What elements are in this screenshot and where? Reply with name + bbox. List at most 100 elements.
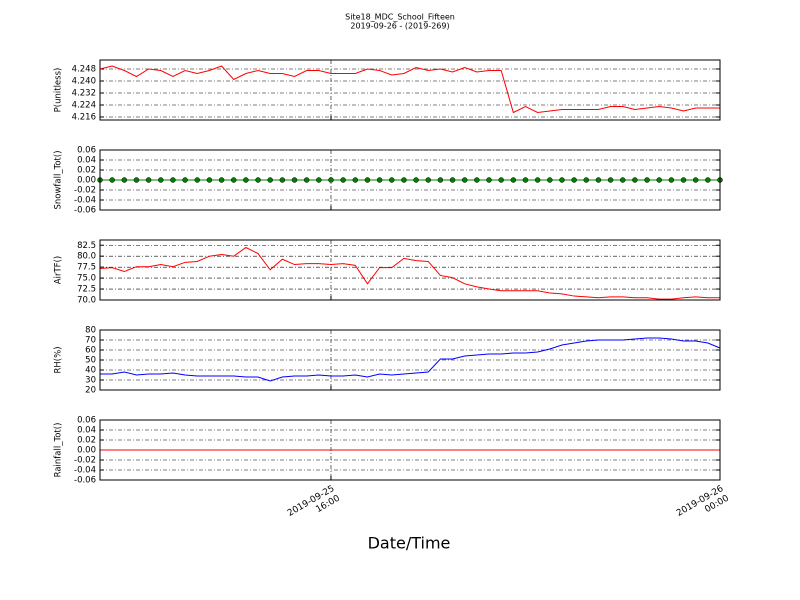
- y-tick-label: 0.00: [77, 446, 96, 456]
- data-point: [498, 177, 504, 183]
- data-point: [461, 177, 468, 183]
- y-tick-label: 70: [85, 336, 96, 346]
- y-tick-label: 4.216: [72, 113, 96, 123]
- y-tick-label: 60: [85, 346, 96, 356]
- data-point: [632, 177, 638, 183]
- y-tick-label: -0.04: [74, 196, 96, 206]
- data-point: [170, 177, 176, 183]
- plot-frame: [99, 329, 721, 391]
- y-axis-label: RH(%): [54, 346, 64, 373]
- y-tick-label: 4.224: [72, 101, 96, 111]
- plot-frame: [99, 419, 721, 481]
- y-tick-label: 0.06: [77, 416, 96, 426]
- y-tick-label: 4.240: [72, 77, 96, 87]
- y-tick-label: 4.232: [72, 89, 96, 99]
- data-point: [425, 177, 431, 183]
- data-point: [522, 177, 529, 183]
- data-point: [595, 177, 602, 183]
- y-tick-label: 0.04: [77, 156, 96, 166]
- chart-title: Site18_MDC_School_Fifteen: [345, 13, 455, 22]
- y-tick-label: 75.0: [77, 274, 96, 284]
- plot-frame: [99, 149, 721, 211]
- data-point: [133, 177, 140, 183]
- data-point: [559, 177, 565, 183]
- data-point: [194, 177, 201, 183]
- data-point: [316, 177, 322, 183]
- data-point: [352, 177, 359, 183]
- data-point: [389, 177, 395, 183]
- data-point: [328, 177, 334, 183]
- y-tick-label: -0.02: [74, 456, 96, 466]
- y-tick-label: 4.248: [72, 65, 96, 75]
- data-point: [644, 177, 650, 183]
- y-tick-label: 82.5: [77, 241, 96, 251]
- data-point: [692, 177, 699, 183]
- data-point: [607, 177, 614, 183]
- x-axis-label: Date/Time: [368, 534, 451, 553]
- data-point: [340, 177, 346, 183]
- data-point: [449, 177, 456, 183]
- data-point: [121, 177, 128, 183]
- data-point: [668, 177, 675, 183]
- data-point: [437, 177, 444, 183]
- y-tick-label: 70.0: [77, 296, 96, 306]
- data-point: [680, 177, 687, 183]
- y-tick-label: 40: [85, 366, 96, 376]
- data-point: [267, 177, 273, 183]
- y-tick-label: 20: [85, 386, 96, 396]
- data-line: [99, 246, 720, 300]
- chart-subtitle: 2019-09-26 - (2019-269): [350, 22, 449, 31]
- data-line: [99, 65, 720, 114]
- y-tick-label: 80: [85, 326, 96, 336]
- y-tick-label: -0.02: [74, 186, 96, 196]
- y-axis-label: P(unitless): [54, 68, 64, 113]
- data-point: [376, 177, 383, 183]
- data-point: [230, 177, 237, 183]
- data-line: [100, 337, 721, 382]
- data-point: [243, 177, 249, 183]
- y-tick-label: 77.5: [77, 263, 96, 273]
- data-point: [619, 177, 626, 183]
- data-point: [547, 177, 553, 183]
- data-point: [705, 177, 711, 183]
- data-point: [534, 177, 541, 183]
- data-point: [218, 177, 225, 183]
- data-point: [583, 177, 590, 183]
- y-tick-label: 50: [85, 356, 96, 366]
- data-point: [255, 177, 261, 183]
- y-axis-label: AirTF(): [54, 256, 64, 284]
- y-tick-label: 80.0: [77, 252, 96, 262]
- data-point: [291, 177, 298, 183]
- y-tick-label: 0.06: [77, 146, 96, 156]
- y-tick-label: -0.06: [74, 476, 96, 486]
- data-point: [145, 177, 152, 183]
- data-point: [279, 177, 286, 183]
- data-point: [474, 177, 480, 183]
- y-tick-label: 0.02: [77, 436, 96, 446]
- data-point: [303, 177, 310, 183]
- data-point: [206, 177, 213, 183]
- y-tick-label: 72.5: [77, 285, 96, 295]
- y-axis-label: Snowfall_Tot(): [54, 150, 64, 209]
- data-point: [510, 177, 517, 183]
- data-point: [401, 177, 407, 183]
- data-point: [158, 177, 164, 183]
- y-tick-label: -0.04: [74, 466, 96, 476]
- data-point: [656, 177, 662, 183]
- data-point: [571, 177, 577, 183]
- data-point: [413, 177, 419, 183]
- data-point: [364, 177, 371, 183]
- y-axis-label: Rainfall_Tot(): [54, 423, 64, 478]
- y-tick-label: 0.04: [77, 426, 96, 436]
- y-tick-label: 0.00: [77, 176, 96, 186]
- plot-frame: [99, 59, 721, 121]
- data-point: [182, 177, 188, 183]
- y-tick-label: -0.06: [74, 206, 96, 216]
- y-tick-label: 30: [85, 376, 96, 386]
- data-point: [109, 177, 115, 183]
- y-tick-label: 0.02: [77, 166, 96, 176]
- data-point: [486, 177, 492, 183]
- plot-frame: [99, 239, 721, 301]
